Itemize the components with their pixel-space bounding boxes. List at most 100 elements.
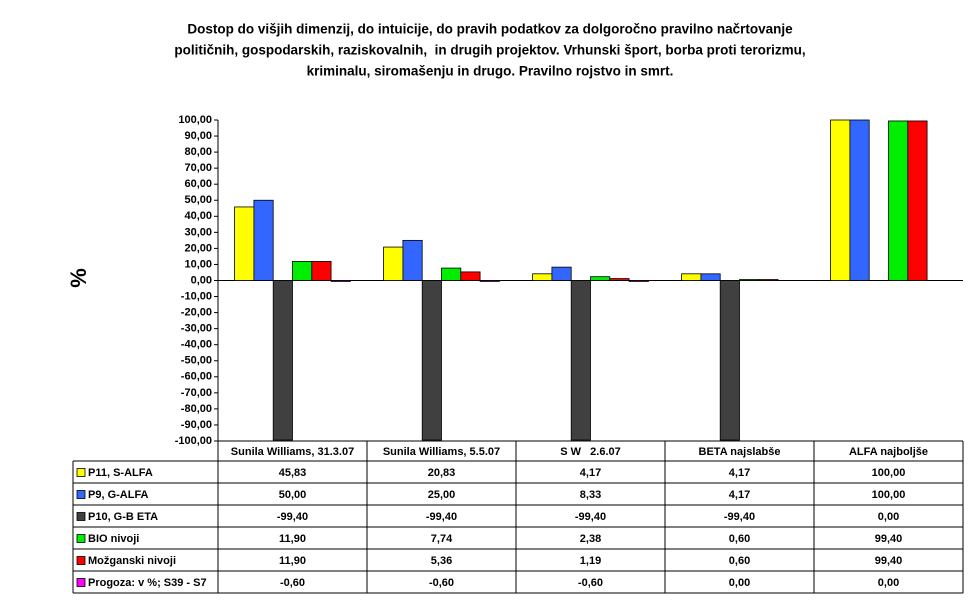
table-value: -0,60 xyxy=(280,577,305,589)
legend-label: BIO nivoji xyxy=(88,533,139,545)
table-value: -99,40 xyxy=(277,511,308,523)
bar xyxy=(383,246,404,281)
table-value: 99,40 xyxy=(875,555,903,567)
table-value: 11,90 xyxy=(279,555,306,567)
bar xyxy=(460,271,481,281)
y-tick-label: -100,00 xyxy=(175,435,212,447)
bar xyxy=(609,278,630,281)
bar xyxy=(570,280,591,441)
y-axis-title: % xyxy=(66,268,91,288)
bar xyxy=(479,280,500,282)
y-tick-label: 20,00 xyxy=(184,242,212,254)
legend-label: Progoza: v %; S39 - S7 xyxy=(88,577,207,589)
legend-label: P9, G-ALFA xyxy=(88,489,149,501)
table-value: -0,60 xyxy=(578,577,603,589)
legend-key xyxy=(76,468,86,477)
table-value: 100,00 xyxy=(872,467,906,479)
bar xyxy=(830,119,851,281)
legend-label: P11, S-ALFA xyxy=(88,467,153,479)
bar xyxy=(330,280,351,282)
bar xyxy=(739,279,760,281)
table-value: 0,00 xyxy=(878,511,899,523)
table-value: 45,83 xyxy=(279,467,307,479)
y-tick-label: -80,00 xyxy=(181,403,212,415)
legend-key xyxy=(76,490,86,499)
y-tick-label: 30,00 xyxy=(184,226,212,238)
table-value: 1,19 xyxy=(580,555,601,567)
table-value: 2,38 xyxy=(580,533,601,545)
y-tick-label: 60,00 xyxy=(184,178,212,190)
table-value: -99,40 xyxy=(724,511,755,523)
y-tick-label: -60,00 xyxy=(181,371,212,383)
y-tick-label: 0,00 xyxy=(191,274,212,286)
bar xyxy=(849,119,870,281)
table-value: 0,60 xyxy=(729,533,750,545)
legend-key xyxy=(76,512,86,521)
legend-label: P10, G-B ETA xyxy=(88,511,158,523)
bar xyxy=(402,239,423,281)
table-value: 0,00 xyxy=(878,577,899,589)
y-tick-label: -10,00 xyxy=(181,290,212,302)
bar xyxy=(719,280,740,441)
category-label: Sunila Williams, 31.3.07 xyxy=(231,446,354,458)
table-value: -0,60 xyxy=(429,577,454,589)
table-value: 20,83 xyxy=(428,467,456,479)
chart-title: kriminalu, siromašenju in drugo. Praviln… xyxy=(307,64,674,79)
table-value: 4,17 xyxy=(729,489,750,501)
legend-key xyxy=(76,534,86,543)
table-value: 11,90 xyxy=(279,533,306,545)
y-tick-label: -20,00 xyxy=(181,307,212,319)
bar xyxy=(292,261,313,281)
y-tick-label: -40,00 xyxy=(181,339,212,351)
legend-key xyxy=(76,578,86,587)
table-value: 4,17 xyxy=(729,467,750,479)
table-value: 0,60 xyxy=(729,555,750,567)
bar xyxy=(907,120,928,281)
y-tick-label: 90,00 xyxy=(184,130,212,142)
table-value: 7,74 xyxy=(431,533,453,545)
bar xyxy=(421,280,442,441)
y-tick-label: 100,00 xyxy=(178,114,212,126)
bar xyxy=(234,206,255,281)
legend-label: Možganski nivoji xyxy=(88,555,176,567)
y-tick-label: 10,00 xyxy=(184,258,212,270)
category-label: S W 2.6.07 xyxy=(560,446,621,458)
y-tick-label: -90,00 xyxy=(181,419,212,431)
table-value: 8,33 xyxy=(580,489,601,501)
table-value: 25,00 xyxy=(428,489,456,501)
table-value: 50,00 xyxy=(279,489,307,501)
table-value: 4,17 xyxy=(580,467,601,479)
bar xyxy=(551,266,572,281)
category-label: BETA najslabše xyxy=(699,446,781,458)
y-tick-label: 40,00 xyxy=(184,210,212,222)
bar xyxy=(758,279,779,281)
bar xyxy=(253,199,274,281)
legend-key xyxy=(76,556,86,565)
y-tick-label: -30,00 xyxy=(181,323,212,335)
table-value: 100,00 xyxy=(872,489,906,501)
table-value: 99,40 xyxy=(875,533,903,545)
chart-title: Dostop do višjih dimenzij, do intuicije,… xyxy=(187,22,793,37)
bar xyxy=(311,261,332,281)
y-tick-label: -50,00 xyxy=(181,355,212,367)
bar xyxy=(700,273,721,281)
bar xyxy=(441,267,462,281)
bar xyxy=(888,120,909,281)
bar xyxy=(628,280,649,282)
bar xyxy=(532,273,553,281)
table-value: 0,00 xyxy=(729,577,750,589)
y-tick-label: 80,00 xyxy=(184,146,212,158)
bar xyxy=(681,273,702,281)
y-tick-label: 70,00 xyxy=(184,162,212,174)
table-value: -99,40 xyxy=(426,511,457,523)
chart-title: političnih, gospodarskih, raziskovalnih,… xyxy=(174,43,805,58)
category-label: ALFA najboljše xyxy=(849,446,928,458)
y-tick-label: 50,00 xyxy=(184,194,212,206)
category-label: Sunila Williams, 5.5.07 xyxy=(383,446,500,458)
bar xyxy=(590,276,611,281)
bar xyxy=(272,280,293,441)
table-value: -99,40 xyxy=(575,511,606,523)
y-tick-label: -70,00 xyxy=(181,387,212,399)
table-value: 5,36 xyxy=(431,555,452,567)
